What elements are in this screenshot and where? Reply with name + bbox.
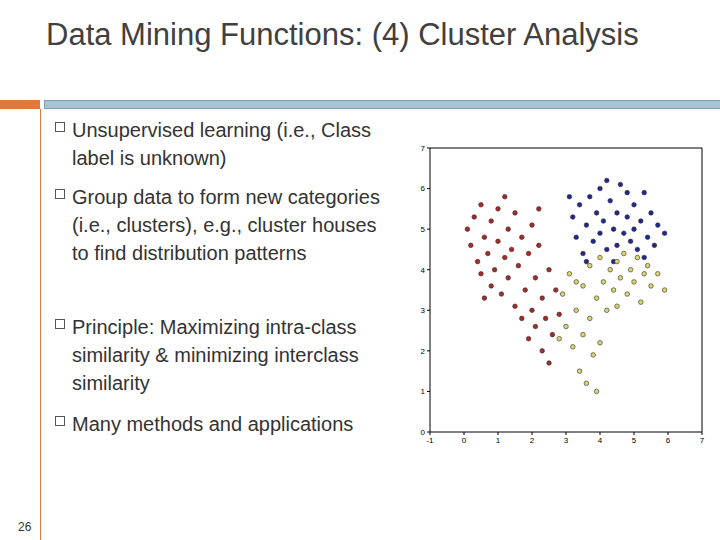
svg-text:3: 3: [421, 306, 426, 315]
svg-text:6: 6: [666, 436, 671, 445]
svg-text:5: 5: [421, 225, 426, 234]
html-text:Principle: Maximizing intra-cl: Principle: Maximizing intra-class simila…: [72, 316, 359, 394]
svg-text:7: 7: [421, 144, 426, 153]
html-text:26: 26: [18, 520, 32, 534]
svg-text:6: 6: [421, 184, 426, 193]
svg-text:0: 0: [421, 428, 426, 437]
svg-text:0: 0: [462, 436, 467, 445]
svg-text:2: 2: [421, 347, 426, 356]
html-text:Data Mining Functions: (4) Clu: Data Mining Functions: (4) Cluster Analy…: [46, 17, 639, 52]
svg-text:2: 2: [530, 436, 535, 445]
svg-text:5: 5: [632, 436, 637, 445]
svg-text:3: 3: [564, 436, 569, 445]
svg-text:7: 7: [700, 436, 705, 445]
svg-text:4: 4: [421, 266, 426, 275]
svg-text:1: 1: [421, 387, 426, 396]
svg-text:4: 4: [598, 436, 603, 445]
html-text:Many methods and applications: Many methods and applications: [72, 413, 354, 435]
svg-text:1: 1: [496, 436, 501, 445]
html-text:Group data to form new categor: Group data to form new categories (i.e.,…: [72, 186, 380, 264]
svg-text:-1: -1: [426, 436, 434, 445]
html-text:Unsupervised learning (i.e., C: Unsupervised learning (i.e., Class label…: [72, 119, 371, 169]
